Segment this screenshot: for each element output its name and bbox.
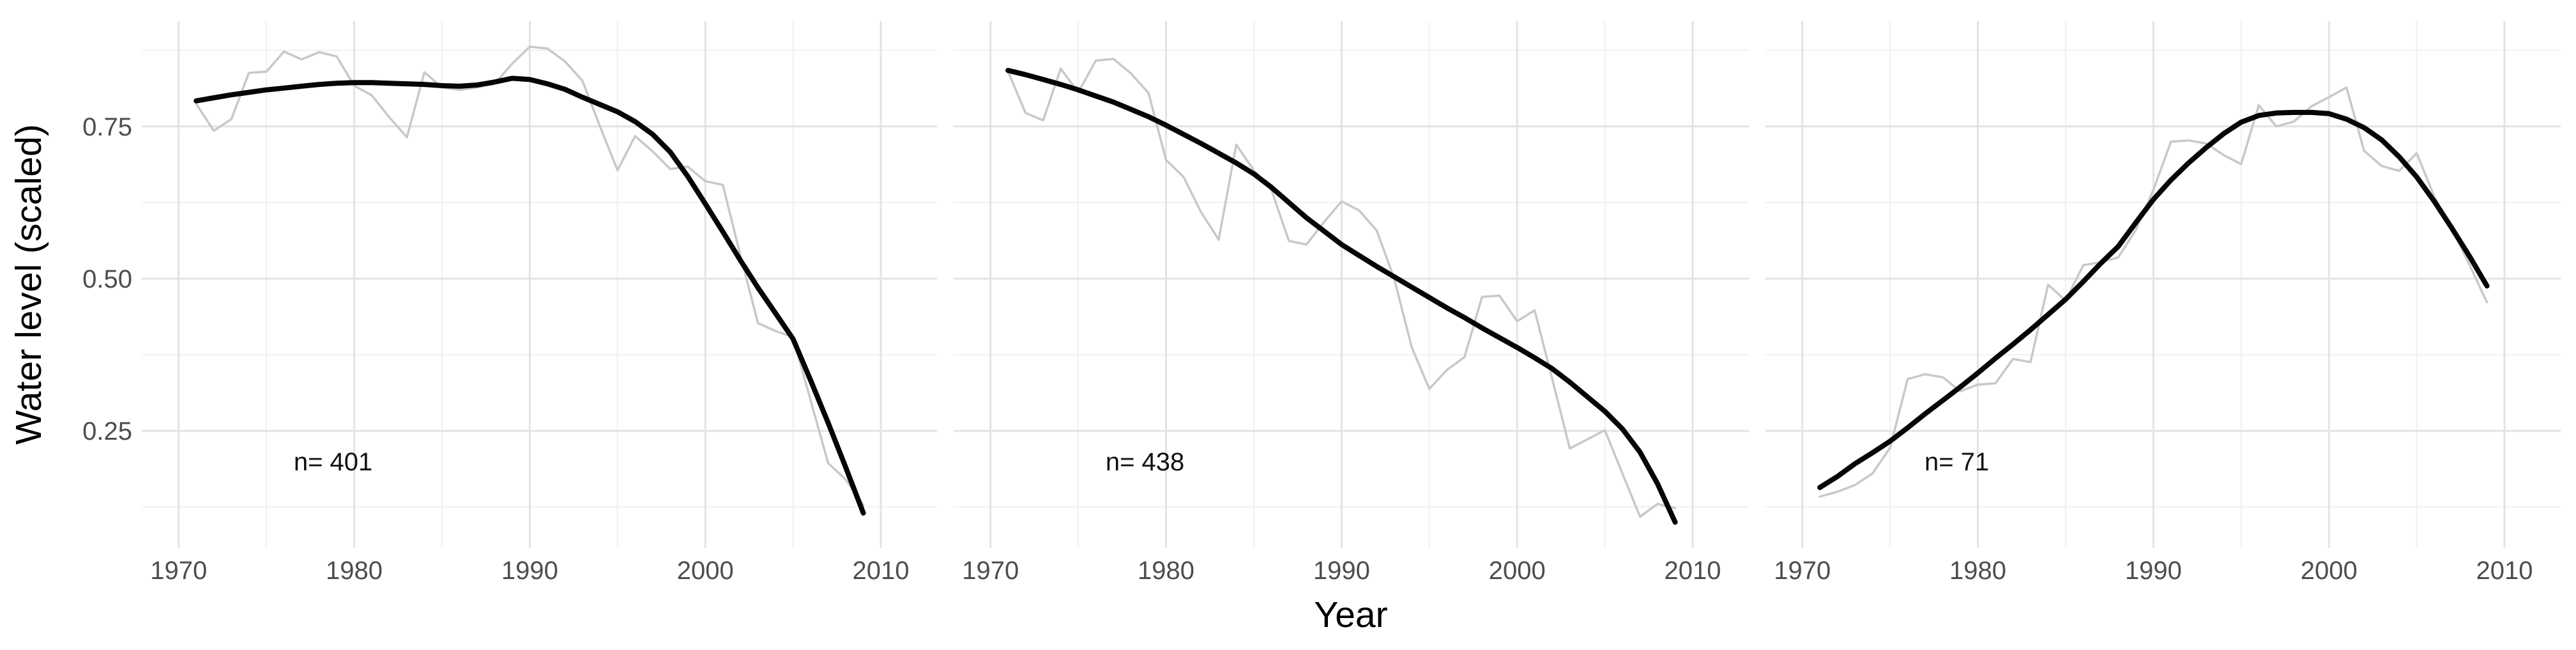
x-axis-title: Year <box>1314 594 1387 635</box>
x-tick-label: 1970 <box>962 557 1019 585</box>
panel-1: n= 401 1970 1980 1990 2000 2010 <box>142 21 937 585</box>
y-axis-title: Water level (scaled) <box>8 124 49 445</box>
x-tick-label: 1970 <box>1774 557 1831 585</box>
sample-size-label: n= 71 <box>1924 448 1989 476</box>
smooth-series-line <box>194 75 866 516</box>
x-tick-label: 1980 <box>326 557 383 585</box>
smooth-series-line <box>1005 68 1678 525</box>
y-tick-label: 0.25 <box>82 417 132 445</box>
x-tick-label: 1980 <box>1138 557 1194 585</box>
raw-series-line <box>1007 58 1677 518</box>
x-tick-label: 2010 <box>1665 557 1721 585</box>
y-tick-label: 0.75 <box>82 113 132 141</box>
raw-series-line <box>195 45 865 507</box>
x-tick-label: 1980 <box>1949 557 2006 585</box>
x-tick-label: 2010 <box>853 557 910 585</box>
x-tick-label: 1990 <box>501 557 558 585</box>
x-tick-label: 1970 <box>150 557 207 585</box>
panel-2: n= 438 1970 1980 1990 2000 2010 <box>954 21 1749 585</box>
sample-size-label: n= 401 <box>294 448 372 476</box>
smooth-series-line <box>1817 109 2490 490</box>
raw-series-line <box>1818 86 2488 498</box>
y-tick-label: 0.50 <box>82 265 132 293</box>
x-tick-label: 2000 <box>1489 557 1546 585</box>
sample-size-label: n= 438 <box>1106 448 1184 476</box>
panels-container: n= 401 1970 1980 1990 2000 2010 n= 438 1970 1980… <box>142 21 2561 585</box>
x-tick-label: 2000 <box>677 557 734 585</box>
y-axis: 0.25 0.50 0.75 <box>82 113 132 445</box>
x-tick-label: 2000 <box>2301 557 2358 585</box>
x-tick-label: 1990 <box>1313 557 1370 585</box>
x-tick-label: 1990 <box>2125 557 2182 585</box>
panel-3: n= 71 1970 1980 1990 2000 2010 <box>1765 21 2561 585</box>
x-tick-label: 2010 <box>2476 557 2533 585</box>
